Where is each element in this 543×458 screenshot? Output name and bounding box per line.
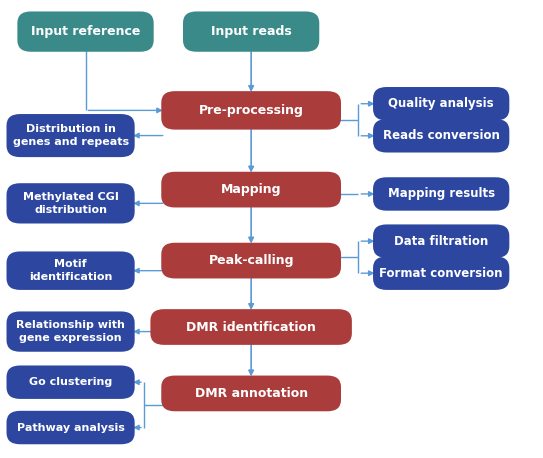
Text: DMR annotation: DMR annotation [194, 387, 308, 400]
FancyBboxPatch shape [7, 251, 135, 290]
Text: Motif
identification: Motif identification [29, 260, 112, 282]
FancyBboxPatch shape [373, 87, 509, 120]
FancyBboxPatch shape [373, 256, 509, 290]
Text: Mapping: Mapping [221, 183, 281, 196]
Text: Mapping results: Mapping results [388, 187, 495, 201]
FancyBboxPatch shape [373, 119, 509, 153]
Text: Pathway analysis: Pathway analysis [17, 423, 124, 432]
FancyBboxPatch shape [161, 91, 341, 130]
Text: Peak-calling: Peak-calling [209, 254, 294, 267]
FancyBboxPatch shape [7, 114, 135, 157]
FancyBboxPatch shape [183, 11, 319, 52]
Text: Pre-processing: Pre-processing [199, 104, 304, 117]
Text: Distribution in
genes and repeats: Distribution in genes and repeats [12, 125, 129, 147]
FancyBboxPatch shape [17, 11, 154, 52]
FancyBboxPatch shape [161, 376, 341, 411]
Text: Input reference: Input reference [31, 25, 140, 38]
Text: Go clustering: Go clustering [29, 377, 112, 387]
Text: Data filtration: Data filtration [394, 234, 488, 248]
FancyBboxPatch shape [161, 172, 341, 207]
Text: Format conversion: Format conversion [380, 267, 503, 280]
Text: Reads conversion: Reads conversion [383, 129, 500, 142]
Text: Methylated CGI
distribution: Methylated CGI distribution [23, 192, 118, 214]
FancyBboxPatch shape [150, 309, 352, 345]
FancyBboxPatch shape [7, 183, 135, 224]
Text: Input reads: Input reads [211, 25, 292, 38]
FancyBboxPatch shape [161, 243, 341, 278]
FancyBboxPatch shape [373, 224, 509, 258]
Text: DMR identification: DMR identification [186, 321, 316, 333]
FancyBboxPatch shape [7, 311, 135, 352]
FancyBboxPatch shape [7, 365, 135, 399]
Text: Quality analysis: Quality analysis [388, 97, 494, 110]
FancyBboxPatch shape [7, 411, 135, 444]
FancyBboxPatch shape [373, 177, 509, 211]
Text: Relationship with
gene expression: Relationship with gene expression [16, 321, 125, 343]
